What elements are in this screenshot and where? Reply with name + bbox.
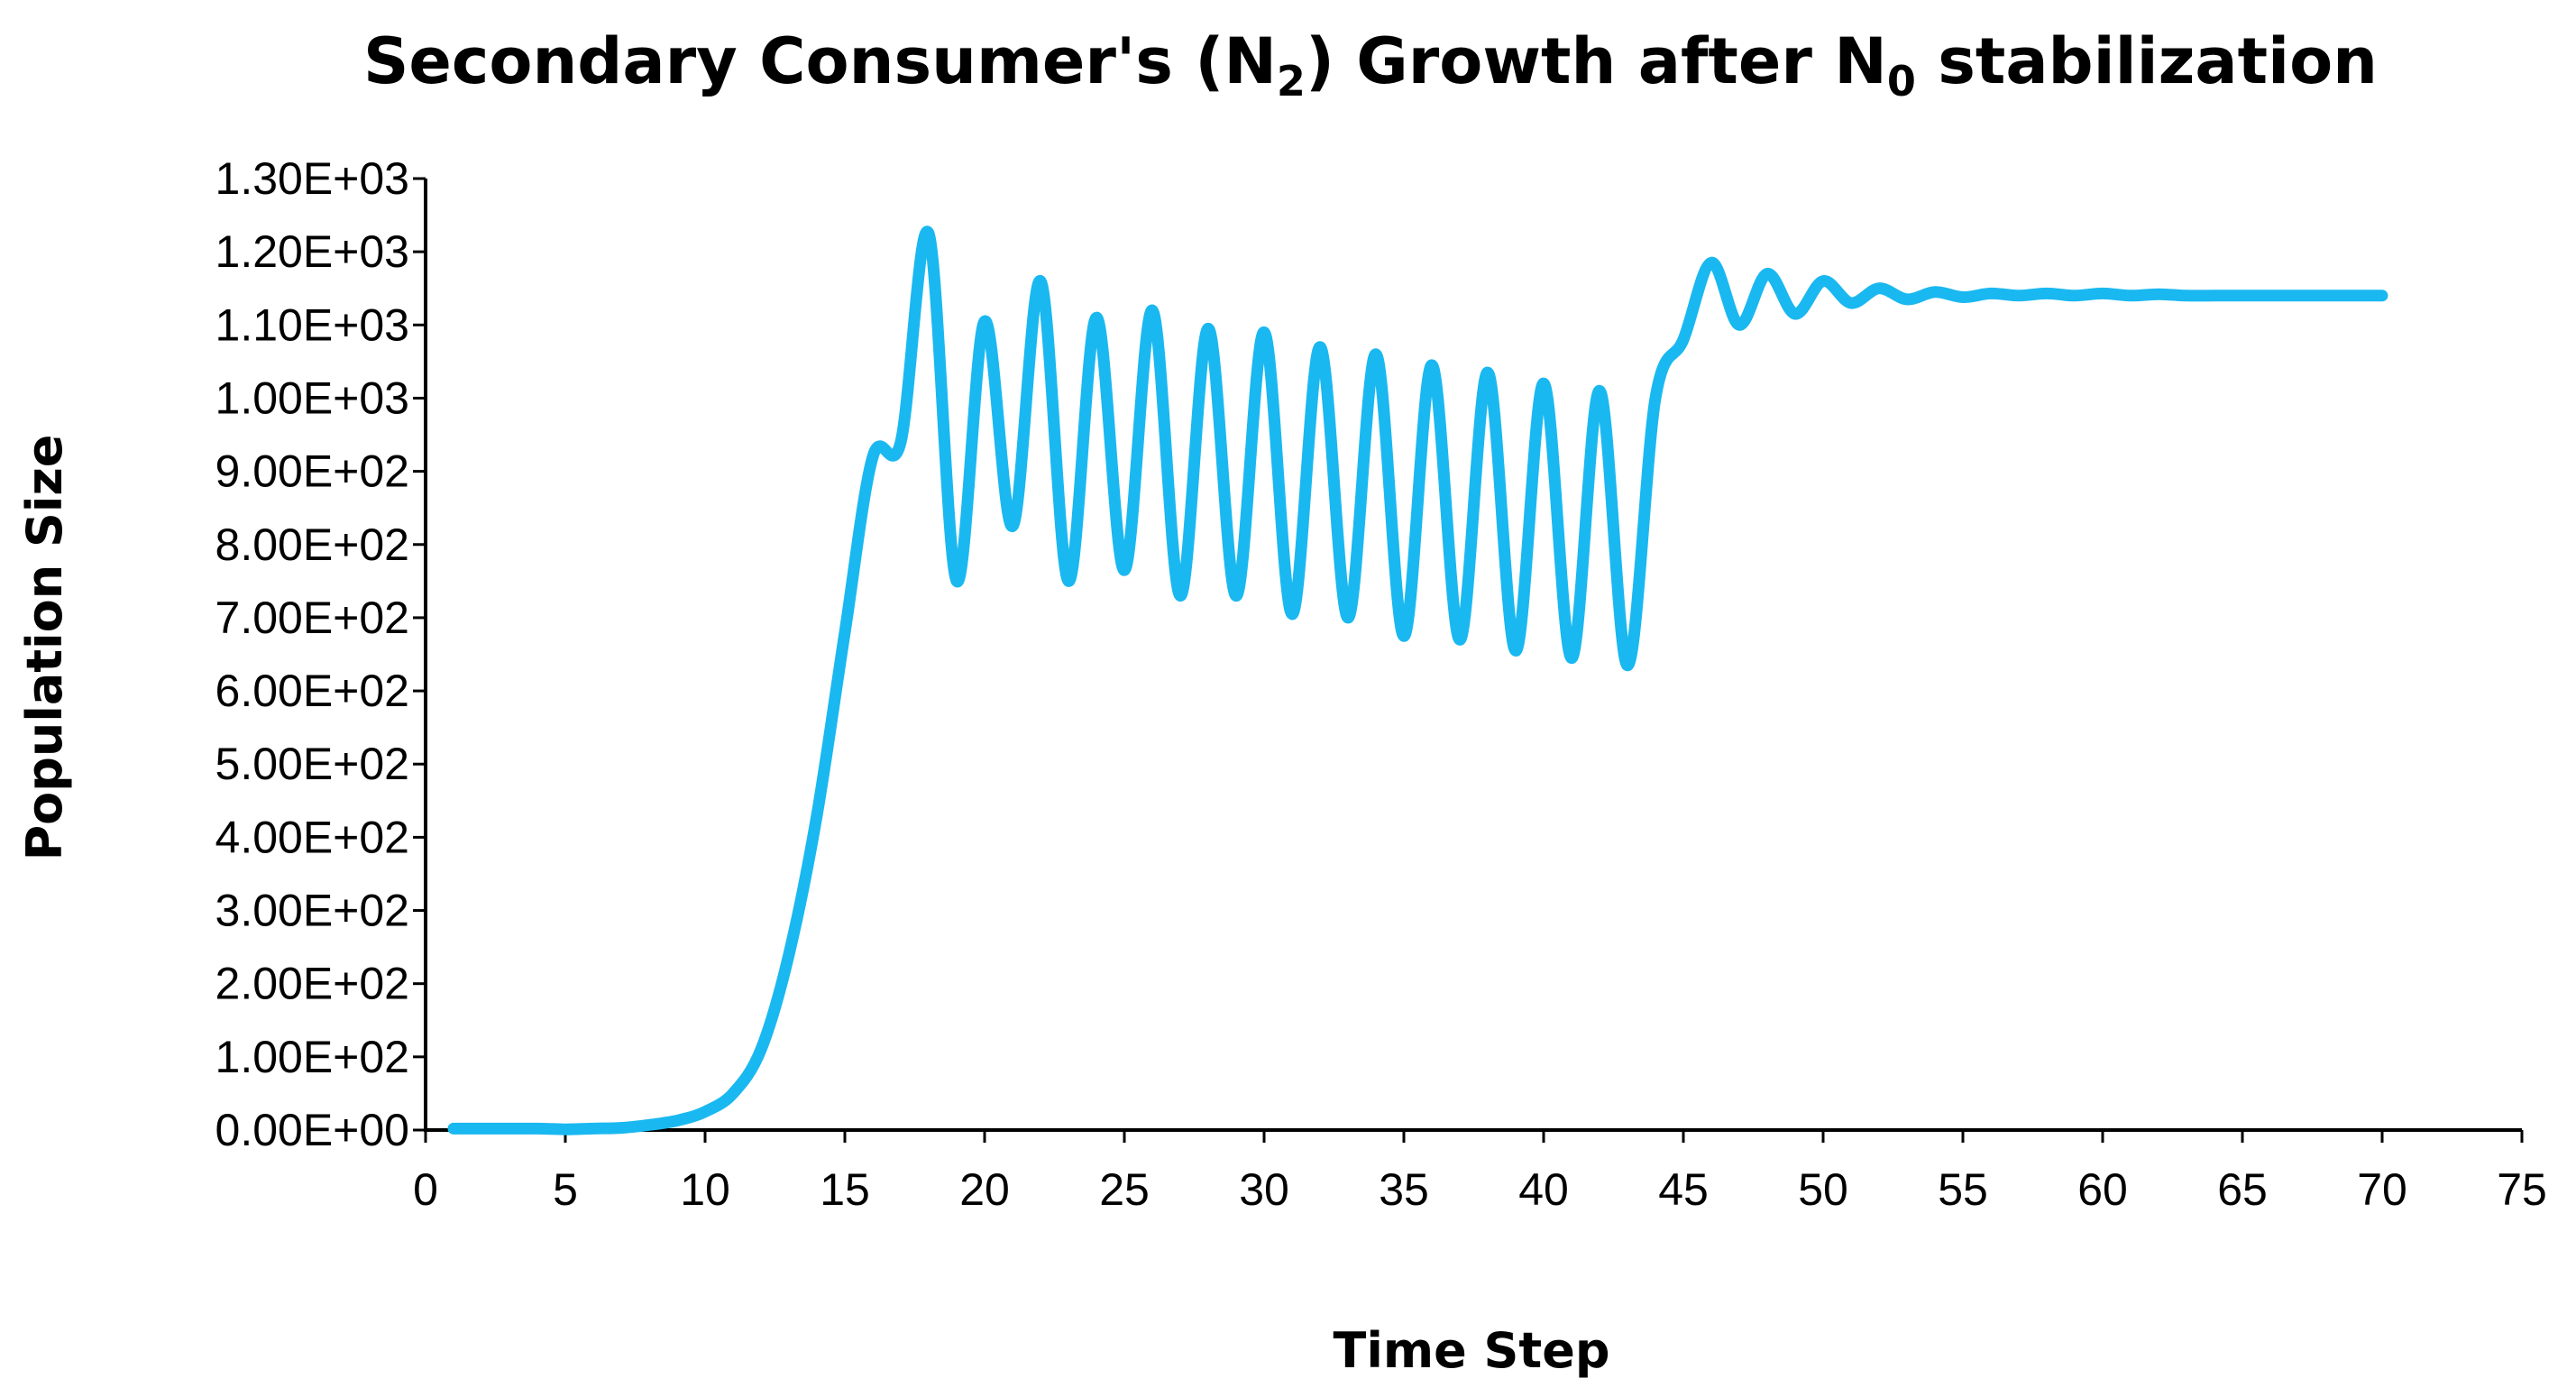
y-tick-label: 4.00E+02: [215, 812, 409, 862]
y-axis-title: Population Size: [16, 435, 73, 861]
x-tick-label: 40: [1518, 1164, 1569, 1215]
x-tick-label: 70: [2357, 1164, 2407, 1215]
chart-title: Secondary Consumer's (N2) Growth after N…: [363, 24, 2378, 106]
x-tick-label: 60: [2077, 1164, 2128, 1215]
x-tick-label: 75: [2497, 1164, 2547, 1215]
y-tick-label: 0.00E+00: [215, 1105, 409, 1155]
x-tick-label: 20: [959, 1164, 1010, 1215]
series-line-n2: [447, 225, 2388, 1135]
x-tick-label: 10: [680, 1164, 730, 1215]
x-tick-label: 65: [2217, 1164, 2268, 1215]
y-tick-label: 6.00E+02: [215, 666, 409, 716]
y-tick-label: 7.00E+02: [215, 593, 409, 643]
x-tick-label: 55: [1938, 1164, 1988, 1215]
x-tick-label: 30: [1239, 1164, 1289, 1215]
x-tick-label: 45: [1658, 1164, 1709, 1215]
y-tick-label: 5.00E+02: [215, 739, 409, 789]
y-axis-ticks: 0.00E+00 1.00E+02 2.00E+02 3.00E+02 4.00E+02…: [215, 153, 426, 1155]
y-tick-label: 1.10E+03: [215, 299, 409, 350]
y-tick-label: 1.00E+02: [215, 1032, 409, 1082]
x-tick-label: 0: [413, 1164, 438, 1215]
title-subscript-2: 2: [1277, 57, 1306, 106]
x-tick-label: 25: [1099, 1164, 1150, 1215]
y-tick-label: 1.30E+03: [215, 153, 409, 204]
y-tick-label: 3.00E+02: [215, 886, 409, 936]
y-tick-label: 1.20E+03: [215, 226, 409, 277]
x-tick-label: 5: [553, 1164, 578, 1215]
y-tick-label: 1.00E+03: [215, 372, 409, 423]
title-subscript-0: 0: [1887, 57, 1916, 106]
x-tick-label: 15: [820, 1164, 870, 1215]
y-tick-label: 9.00E+02: [215, 446, 409, 497]
y-tick-label: 2.00E+02: [215, 959, 409, 1009]
x-axis-ticks: 0 5 10 15 20 25 30 35 40 45 50 55 60 65 70 75: [413, 1130, 2547, 1215]
x-tick-label: 35: [1379, 1164, 1429, 1215]
x-axis-title: Time Step: [1333, 1322, 1609, 1379]
x-tick-label: 50: [1798, 1164, 1848, 1215]
y-tick-label: 8.00E+02: [215, 519, 409, 570]
